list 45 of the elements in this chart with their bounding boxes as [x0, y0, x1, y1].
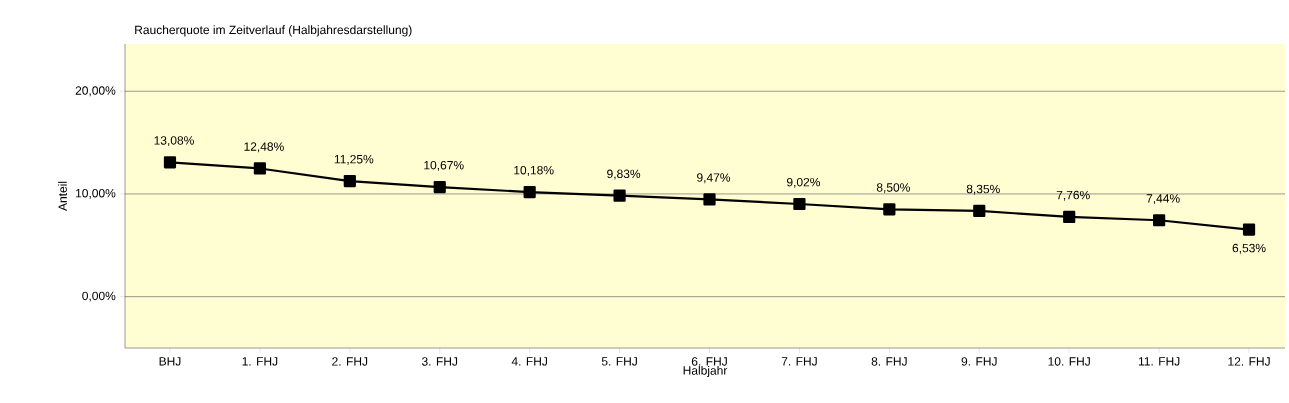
data-label: 9,02%: [786, 177, 821, 188]
point: [1153, 214, 1166, 227]
data-label: 7,76%: [1056, 190, 1090, 201]
data-label: 10,67%: [424, 160, 464, 171]
data-label: 6,53%: [1232, 243, 1266, 254]
point: [703, 193, 716, 206]
x-tick-label: 8. FHJ: [871, 357, 907, 366]
chart-title: Raucherquote im Zeitverlauf (Halbjahresdarstellung): [135, 25, 412, 37]
point: [253, 162, 266, 175]
point: [973, 204, 986, 217]
x-tick-label: BHJ: [159, 357, 181, 366]
x-tick-label: 11. FHJ: [1138, 357, 1180, 366]
y-tick-label: 20,00%: [75, 86, 116, 97]
point: [1242, 223, 1256, 236]
x-axis-title: Halbjahr: [683, 365, 728, 378]
x-tick-label: 5. FHJ: [601, 357, 637, 366]
data-label: 7,44%: [1146, 194, 1180, 205]
data-label: 10,18%: [514, 165, 554, 176]
data-label: 8,35%: [966, 184, 1000, 195]
point: [163, 156, 177, 169]
data-label: 11,25%: [334, 155, 374, 165]
x-tick-label: 3. FHJ: [421, 357, 458, 366]
point: [883, 203, 896, 216]
x-tick-label: 12. FHJ: [1228, 357, 1270, 366]
data-label: 9,83%: [607, 169, 641, 180]
data-label: 9,47%: [697, 173, 731, 184]
data-label: 13,08%: [154, 136, 194, 147]
y-axis-title: Anteil: [58, 181, 67, 211]
point: [433, 180, 446, 194]
x-tick-label: 2. FHJ: [332, 357, 368, 366]
x-tick-label: 6. FHJ: [691, 357, 727, 366]
x-tick-label: 4. FHJ: [511, 357, 547, 366]
data-label: 8,50%: [876, 183, 910, 194]
point: [793, 197, 806, 211]
point: [523, 185, 536, 199]
x-tick-label: 10. FHJ: [1048, 357, 1090, 366]
data-label: 12,48%: [244, 142, 284, 153]
point: [343, 175, 356, 188]
y-tick-label: 10,00%: [76, 188, 116, 199]
x-tick-label: 7. FHJ: [781, 357, 817, 366]
x-tick-label: 1. FHJ: [242, 357, 278, 366]
point: [1063, 210, 1076, 224]
point: [613, 189, 626, 202]
x-tick-label: 9. FHJ: [961, 357, 997, 366]
y-tick-label: 0,00%: [82, 291, 116, 302]
